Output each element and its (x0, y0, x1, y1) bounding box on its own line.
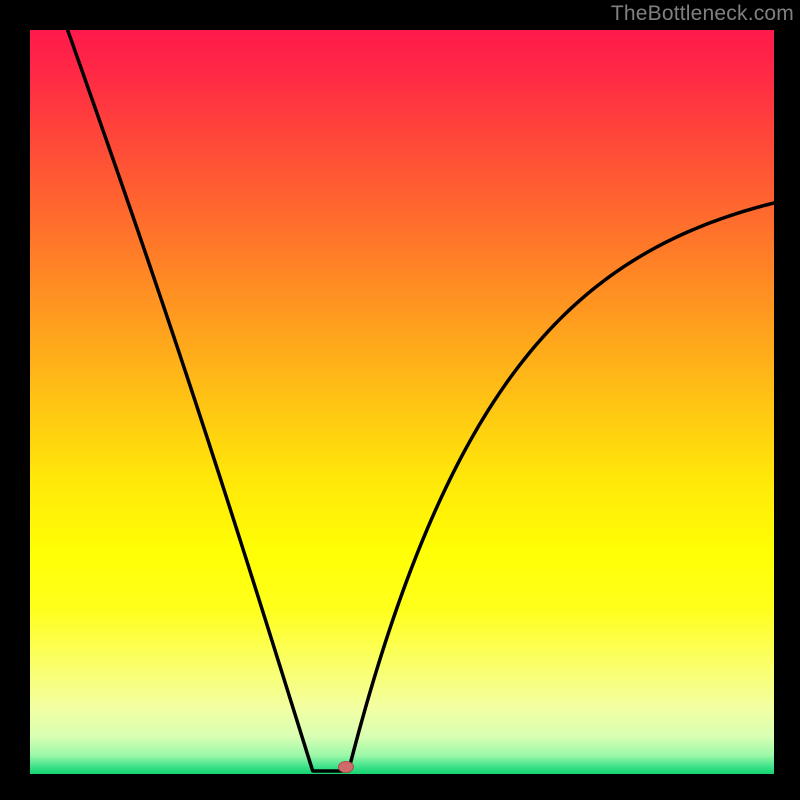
figure-root: TheBottleneck.com (0, 0, 800, 800)
watermark-text: TheBottleneck.com (611, 2, 794, 26)
gradient-background (30, 30, 774, 774)
chart-plot-area (30, 30, 774, 774)
optimal-point-marker (338, 761, 354, 773)
